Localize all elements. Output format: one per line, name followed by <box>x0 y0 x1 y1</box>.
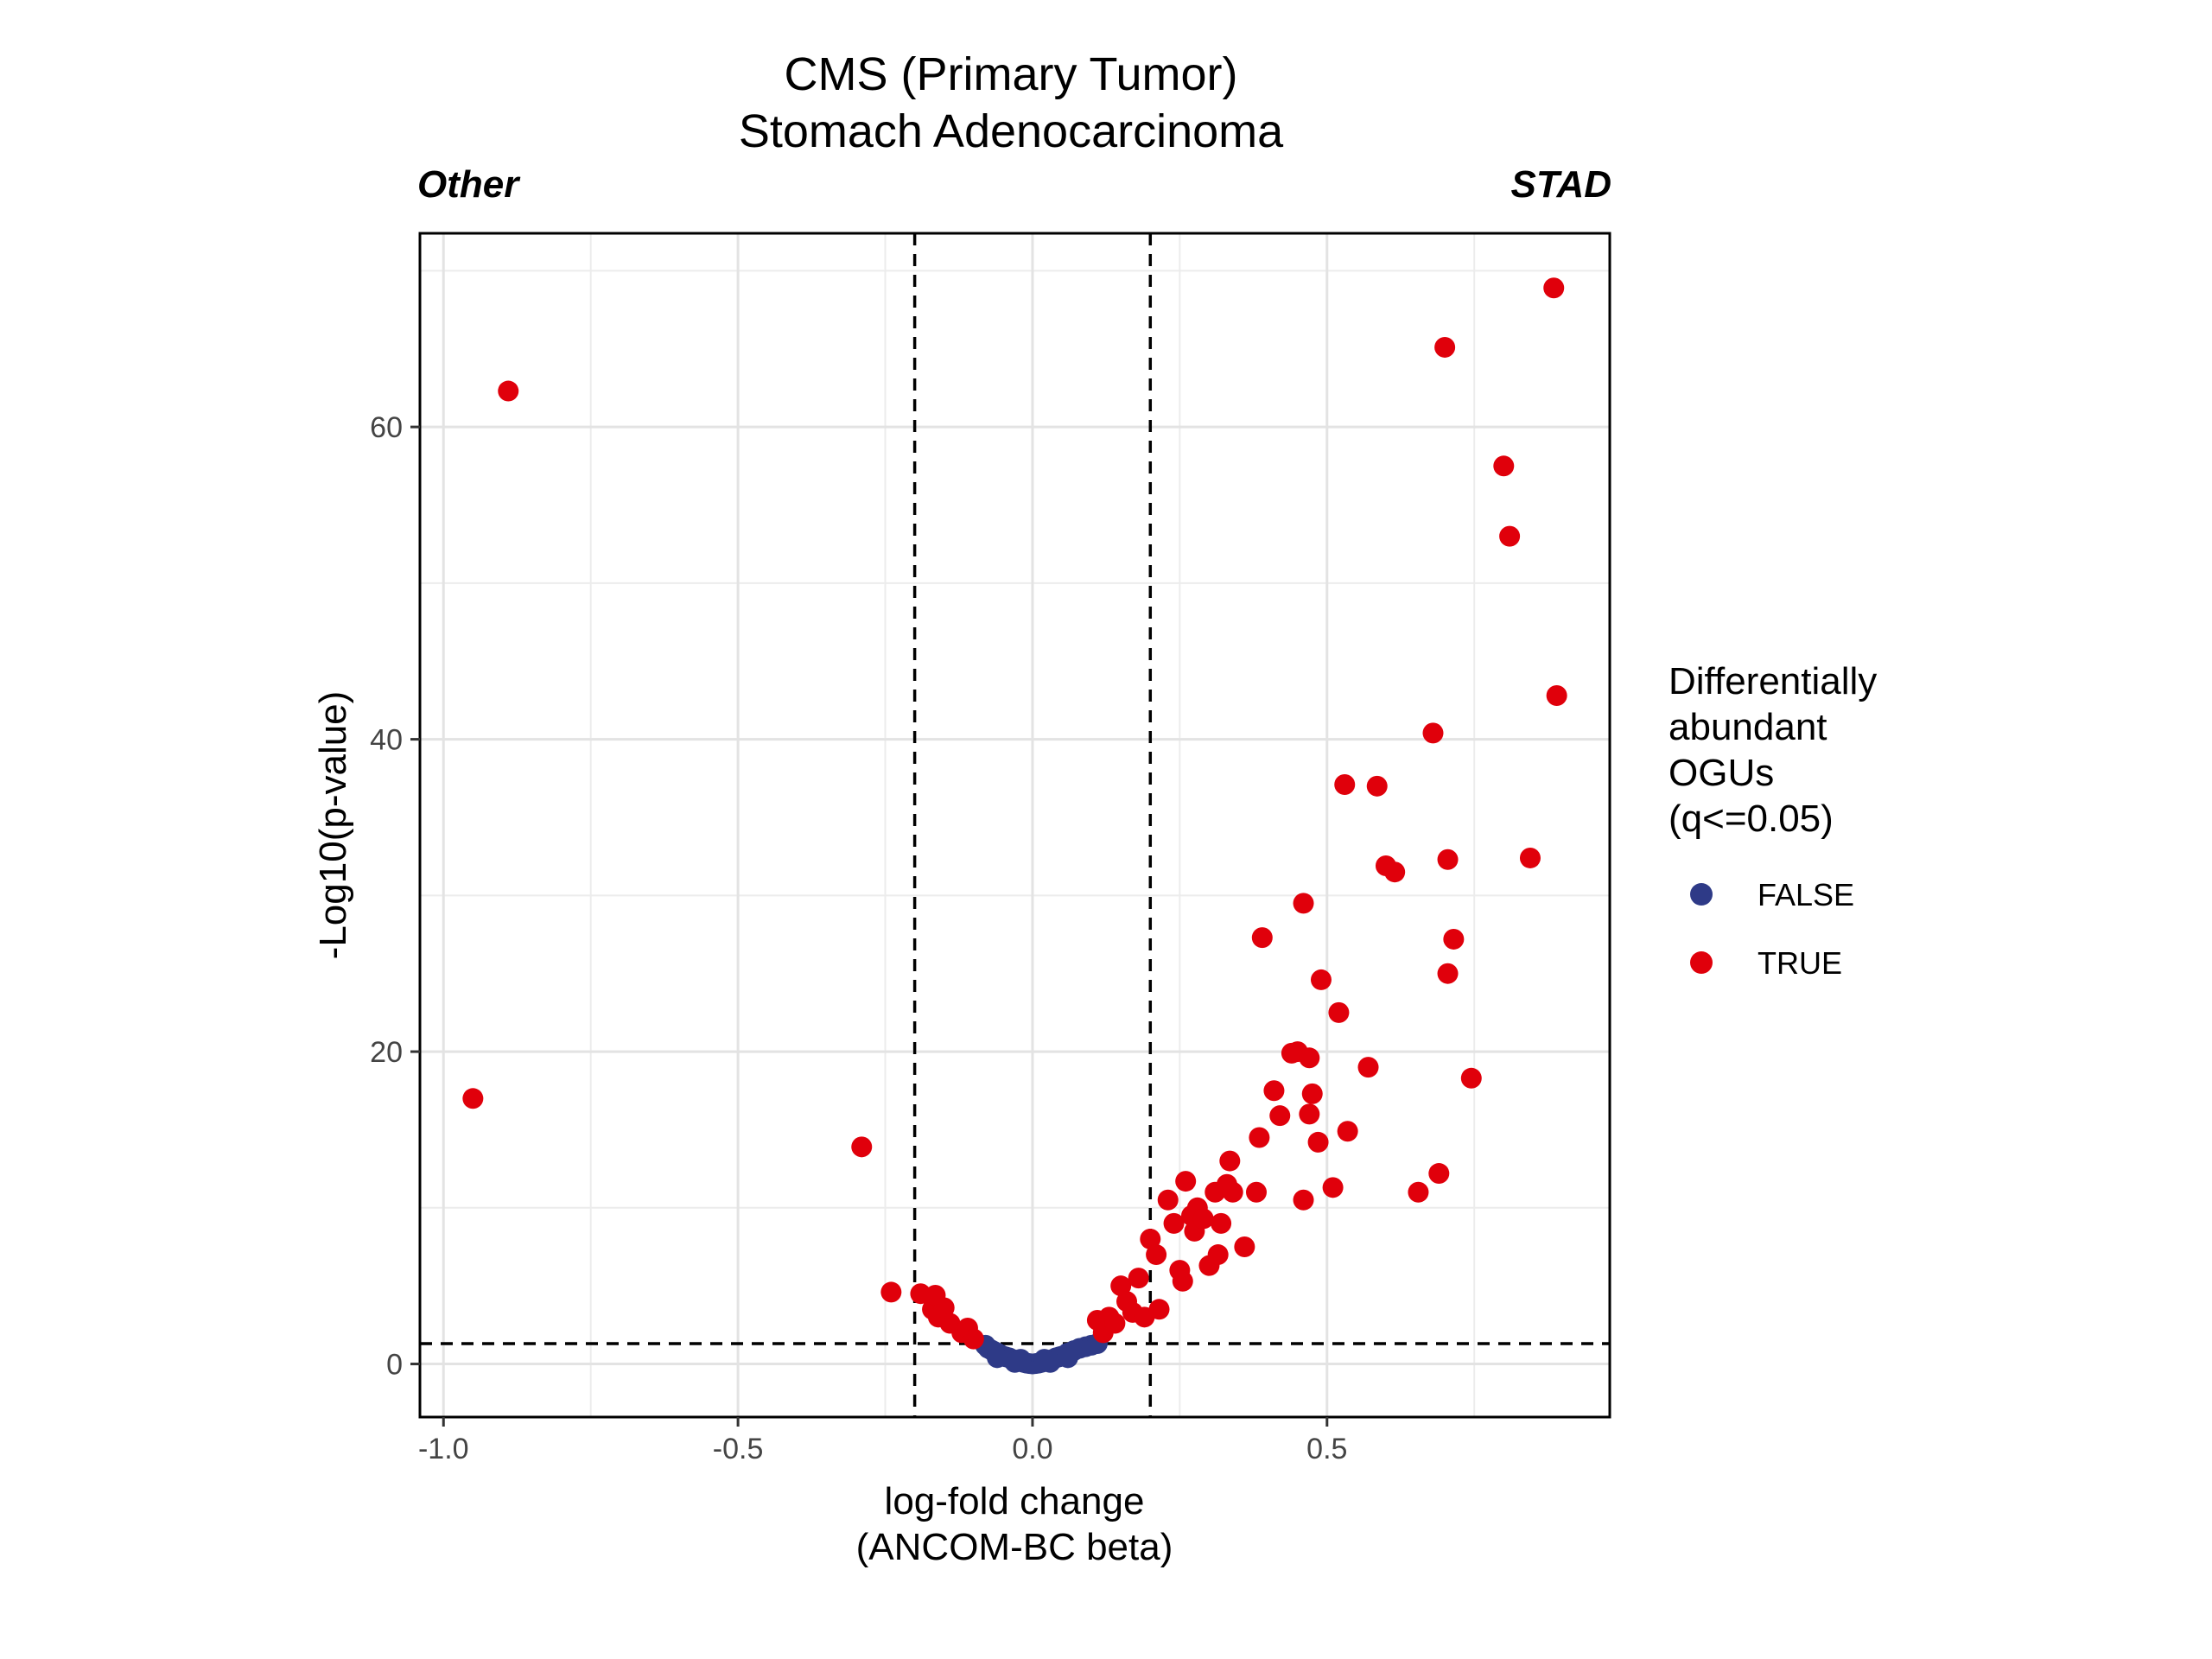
data-point-true <box>1222 1181 1243 1203</box>
threshold-lines <box>420 233 1610 1417</box>
data-point-true <box>1293 893 1314 914</box>
data-point-false <box>1004 1351 1026 1373</box>
data-point-true <box>1499 525 1521 547</box>
data-point-true <box>1146 1244 1167 1266</box>
data-point-true <box>1408 1181 1429 1203</box>
legend-label-true: TRUE <box>1758 945 1842 981</box>
data-point-true <box>1384 861 1406 883</box>
data-point-true <box>1128 1268 1149 1289</box>
legend-key-true <box>1690 951 1713 974</box>
data-point-true <box>1293 1189 1314 1211</box>
data-point-true <box>1192 1208 1214 1230</box>
data-point-true <box>1437 963 1459 984</box>
legend-title-line-2: abundant <box>1669 706 1827 748</box>
data-point-true <box>1299 1103 1320 1125</box>
data-point-true <box>1310 969 1332 990</box>
legend-title-line-1: Differentially <box>1669 660 1877 702</box>
data-point-true <box>462 1088 484 1109</box>
x-axis-subtitle: (ANCOM-BC beta) <box>856 1526 1173 1568</box>
x-tick-label: 0.0 <box>1012 1433 1052 1465</box>
data-point-true <box>1251 927 1273 949</box>
data-point-true <box>1334 774 1356 796</box>
data-point-false <box>1039 1351 1061 1373</box>
y-axis-title: -Log10(p-value) <box>312 691 354 960</box>
chart-title: CMS (Primary Tumor) <box>785 48 1238 100</box>
data-point-true <box>1460 1067 1482 1089</box>
x-tick-label: 0.5 <box>1306 1433 1347 1465</box>
data-point-true <box>1443 928 1465 950</box>
data-point-true <box>1234 1236 1255 1257</box>
data-point-true <box>1211 1212 1232 1234</box>
data-point-true <box>851 1136 873 1158</box>
data-point-true <box>1207 1244 1229 1266</box>
data-point-true <box>1148 1299 1170 1320</box>
plot-panel-border <box>418 232 1611 1419</box>
data-point-true <box>1428 1163 1450 1185</box>
data-point-true <box>1245 1181 1267 1203</box>
data-point-true <box>1434 336 1456 358</box>
data-point-true <box>1175 1171 1197 1192</box>
data-point-true <box>1493 455 1515 477</box>
grid-lines <box>420 233 1610 1417</box>
x-tick-label: -1.0 <box>418 1433 469 1465</box>
data-point-true <box>1546 684 1567 706</box>
y-tick-label: 20 <box>370 1036 403 1069</box>
data-point-true <box>498 380 519 402</box>
x-tick-label: -0.5 <box>713 1433 764 1465</box>
y-tick-label: 40 <box>370 724 403 757</box>
y-tick-label: 0 <box>386 1349 403 1382</box>
data-point-true <box>1322 1177 1344 1198</box>
data-point-true <box>1328 1001 1350 1023</box>
data-point-true <box>1157 1189 1179 1211</box>
data-point-true <box>933 1297 955 1319</box>
axis-ticks: -1.0 -0.5 0.0 0.5 0 20 40 60 <box>370 411 1347 1465</box>
data-point-true <box>1263 1080 1285 1102</box>
legend: Differentially abundant OGUs (q<=0.05) F… <box>1669 660 1877 981</box>
data-point-true <box>1301 1083 1323 1104</box>
data-point-true <box>1110 1275 1132 1297</box>
data-point-true <box>1357 1057 1379 1078</box>
data-point-true <box>1249 1127 1270 1148</box>
data-point-true <box>1104 1313 1126 1334</box>
data-point-true <box>1366 775 1388 797</box>
data-point-true <box>1437 849 1459 870</box>
data-point-true <box>1543 277 1565 299</box>
legend-label-false: FALSE <box>1758 877 1854 912</box>
y-tick-label: 60 <box>370 411 403 444</box>
data-point-true <box>1140 1228 1161 1249</box>
data-point-true <box>1163 1212 1185 1234</box>
data-point-true <box>1269 1105 1291 1127</box>
chart-subtitle: Stomach Adenocarcinoma <box>739 105 1284 157</box>
data-point-true <box>880 1281 902 1303</box>
legend-key-false <box>1690 883 1713 906</box>
data-point-false <box>1057 1347 1078 1369</box>
data-point-true <box>1337 1121 1358 1142</box>
left-group-label: Other <box>417 163 521 206</box>
data-point-false <box>987 1347 1008 1369</box>
legend-title-line-4: (q<=0.05) <box>1669 798 1834 840</box>
legend-title-line-3: OGUs <box>1669 752 1774 794</box>
data-point-true <box>1519 847 1541 868</box>
data-point-true <box>1219 1150 1241 1172</box>
right-group-label: STAD <box>1510 163 1611 206</box>
data-points <box>462 277 1567 1375</box>
data-point-true <box>1299 1047 1320 1069</box>
data-point-true <box>1172 1270 1193 1292</box>
data-point-true <box>1307 1131 1329 1153</box>
data-point-true <box>1422 722 1444 744</box>
x-axis-title: log-fold change <box>885 1480 1145 1522</box>
data-point-true <box>963 1328 984 1350</box>
